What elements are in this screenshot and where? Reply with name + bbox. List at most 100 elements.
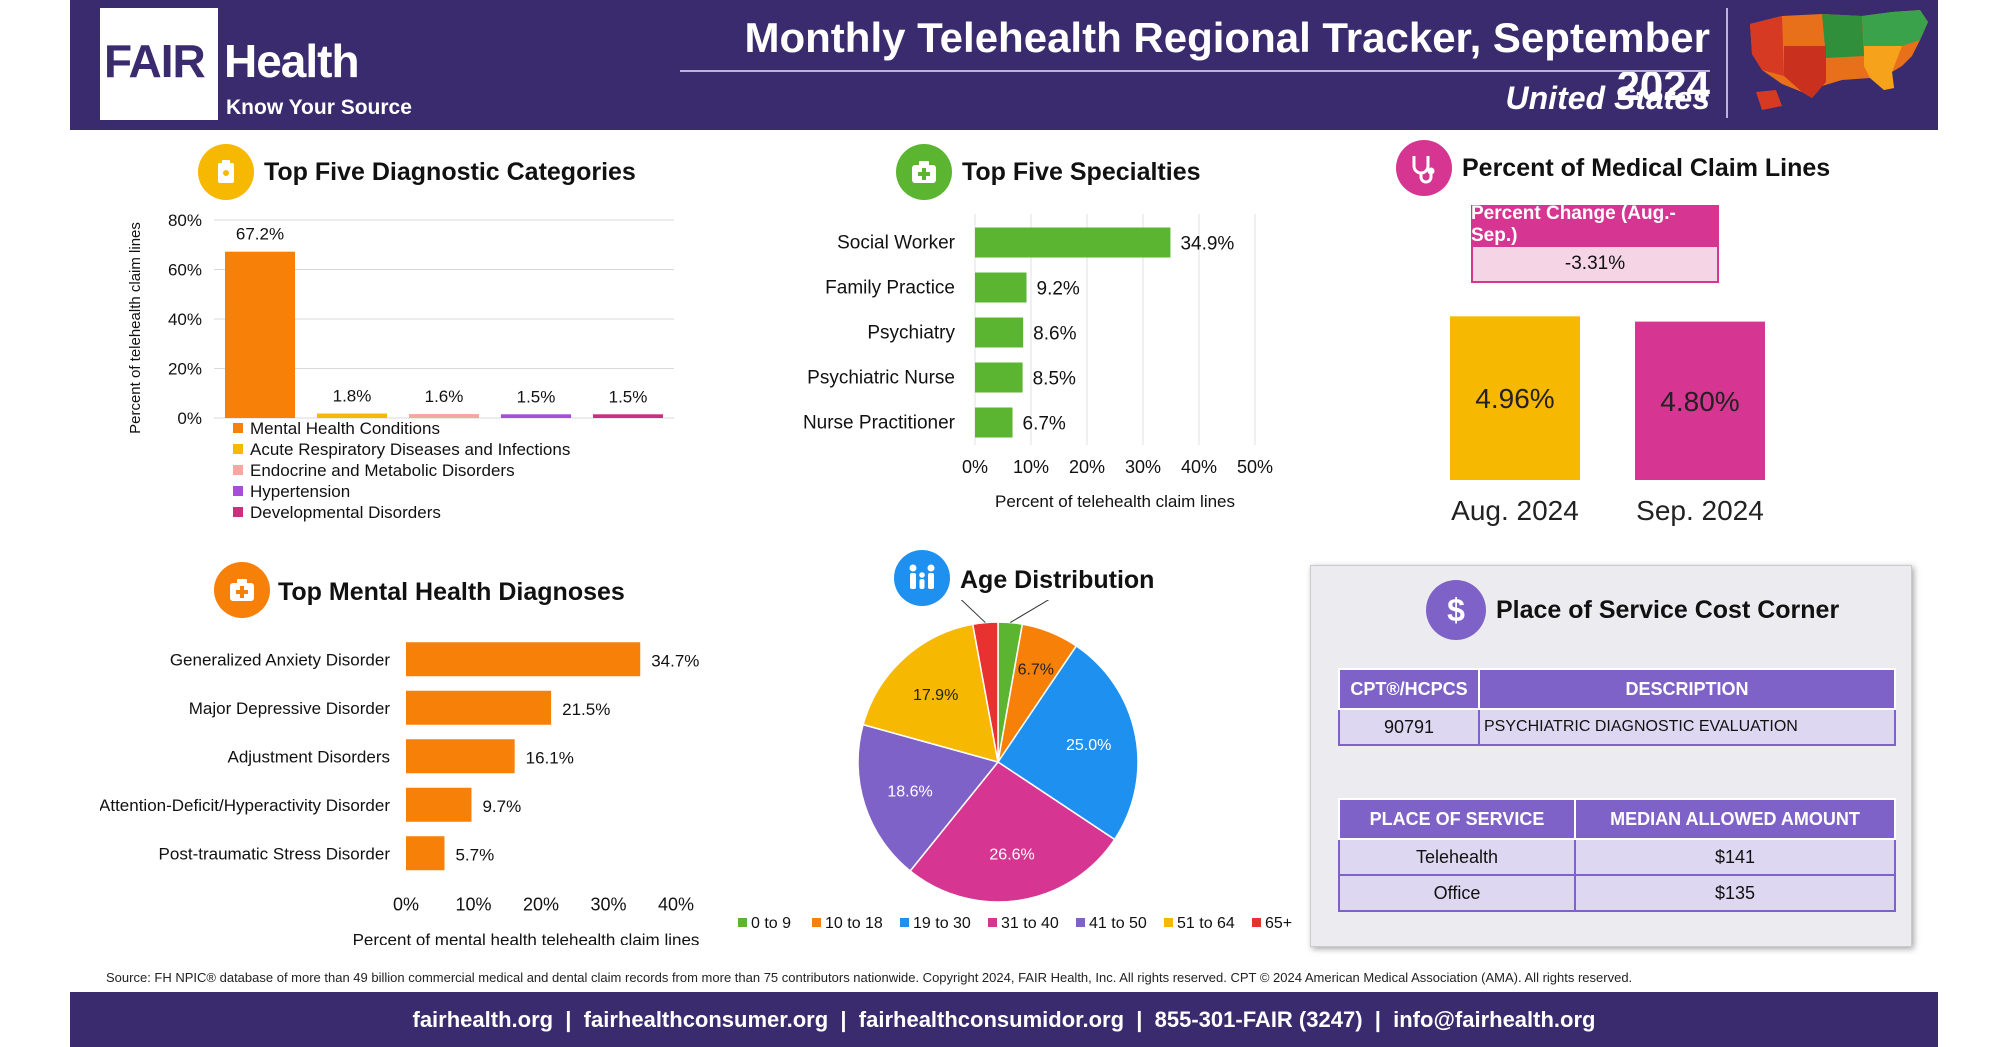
y-tick-label: 80%: [168, 211, 202, 230]
data-label: 9.7%: [482, 797, 521, 816]
bar: [406, 739, 515, 774]
specialties-icon: [896, 144, 952, 200]
header-vertical-divider: [1726, 8, 1728, 118]
data-label: 8.6%: [1033, 324, 1076, 345]
description-cell: PSYCHIATRIC DIAGNOSTIC EVALUATION: [1478, 708, 1896, 746]
legend-label: Mental Health Conditions: [250, 419, 440, 438]
x-tick-label: 10%: [455, 895, 491, 915]
x-tick-label: 30%: [1125, 457, 1161, 477]
page-title: Monthly Telehealth Regional Tracker, Sep…: [744, 14, 1711, 109]
footer-contact-text[interactable]: fairhealth.org | fairhealthconsumer.org …: [412, 1006, 1596, 1032]
amount-header: MEDIAN ALLOWED AMOUNT: [1574, 798, 1896, 840]
specialties-title: Top Five Specialties: [962, 158, 1201, 186]
x-tick-label: 10%: [1013, 457, 1049, 477]
family-icon: [909, 564, 935, 589]
legend-label: Developmental Disorders: [250, 503, 441, 522]
bar: [225, 251, 295, 418]
legend-label: 0 to 9: [751, 915, 791, 932]
stethoscope-icon: [1412, 156, 1435, 184]
category-label: Attention-Deficit/Hyperactivity Disorder: [100, 796, 390, 815]
data-label: 67.2%: [236, 225, 284, 244]
logo-background: [100, 8, 218, 120]
region-subtitle: United States: [1505, 80, 1710, 116]
mental-health-chart: Generalized Anxiety Disorder 34.7% Major D…: [100, 642, 700, 946]
bar: [975, 227, 1171, 258]
data-label: 16.1%: [526, 748, 574, 767]
pie-slice: [857, 723, 1000, 873]
category-label: Family Practice: [825, 278, 955, 299]
legend-swatch: [233, 486, 243, 496]
bar: [975, 362, 1023, 393]
logo-health-text: Health: [224, 35, 360, 87]
place-cell: Office: [1338, 874, 1576, 912]
mental-health-title: Top Mental Health Diagnoses: [278, 578, 625, 606]
x-tick-label: 50%: [1237, 457, 1273, 477]
diagnostic-icon: [198, 144, 254, 200]
category-label: Post-traumatic Stress Disorder: [159, 844, 391, 863]
legend-label: 65+: [1265, 915, 1292, 932]
cost-icon: $: [1426, 580, 1486, 640]
bar: [501, 414, 571, 418]
bar: [406, 642, 641, 677]
logo-tagline: Know Your Source: [226, 96, 412, 119]
legend-label: 41 to 50: [1089, 915, 1147, 932]
category-label: Adjustment Disorders: [227, 747, 390, 766]
legend-swatch: [900, 918, 909, 927]
us-map-icon: [1750, 10, 1928, 110]
legend-swatch: [233, 444, 243, 454]
bar: [406, 787, 472, 822]
x-tick-label: 40%: [1181, 457, 1217, 477]
x-axis-label: Percent of mental health telehealth clai…: [353, 931, 700, 946]
category-label: Social Worker: [837, 233, 956, 254]
y-tick-label: 60%: [168, 261, 202, 280]
bar: [593, 414, 663, 418]
dollar-icon: $: [1447, 592, 1465, 628]
bar: [409, 414, 479, 418]
data-label: 17.9%: [913, 687, 958, 704]
bar: [975, 407, 1013, 438]
x-tick-label: 0%: [962, 457, 988, 477]
x-tick-label: 20%: [1069, 457, 1105, 477]
leader-line: [960, 600, 986, 623]
claims-title: Percent of Medical Claim Lines: [1462, 154, 1831, 182]
legend-swatch: [233, 507, 243, 517]
data-label: 4.80%: [1660, 386, 1739, 417]
bar: [1635, 321, 1765, 480]
legend-label: 10 to 18: [825, 915, 883, 932]
legend-label: Acute Respiratory Diseases and Infection…: [250, 440, 570, 459]
category-label: Major Depressive Disorder: [189, 699, 391, 718]
table-row: Telehealth $141: [1338, 838, 1896, 876]
pie-slice: [909, 760, 1116, 903]
data-label: 4.96%: [1475, 383, 1554, 414]
age-title: Age Distribution: [960, 566, 1155, 594]
data-label: 1.5%: [609, 387, 648, 406]
place-cell: Telehealth: [1338, 838, 1576, 876]
bar: [317, 413, 387, 418]
place-header: PLACE OF SERVICE: [1338, 798, 1576, 840]
bar: [406, 690, 552, 725]
y-tick-label: 40%: [168, 310, 202, 329]
header-banner: [70, 0, 1938, 130]
data-label: 1.8%: [333, 387, 372, 406]
data-label: 5.7%: [455, 845, 494, 864]
mental-health-icon: [214, 562, 270, 618]
bar: [975, 317, 1024, 348]
footer-bar: fairhealth.org | fairhealthconsumer.org …: [70, 992, 1938, 1047]
leader-line: [1009, 600, 1050, 623]
x-tick-label: 30%: [590, 895, 626, 915]
data-label: 26.6%: [989, 846, 1034, 863]
legend-label: Endocrine and Metabolic Disorders: [250, 461, 515, 480]
bar: [1450, 316, 1580, 480]
legend-swatch: [1164, 918, 1173, 927]
cpt-code-cell: 90791: [1338, 708, 1480, 746]
amount-cell: $141: [1574, 838, 1896, 876]
data-label: 1.5%: [517, 387, 556, 406]
legend-label: 31 to 40: [1001, 915, 1059, 932]
legend-swatch: [812, 918, 821, 927]
claims-icon: [1396, 140, 1452, 196]
y-tick-label: 0%: [177, 409, 202, 428]
y-tick-label: 20%: [168, 360, 202, 379]
legend-label: 19 to 30: [913, 915, 971, 932]
data-label: 34.7%: [651, 651, 699, 670]
stethoscope-clipboard-icon: [218, 160, 234, 183]
